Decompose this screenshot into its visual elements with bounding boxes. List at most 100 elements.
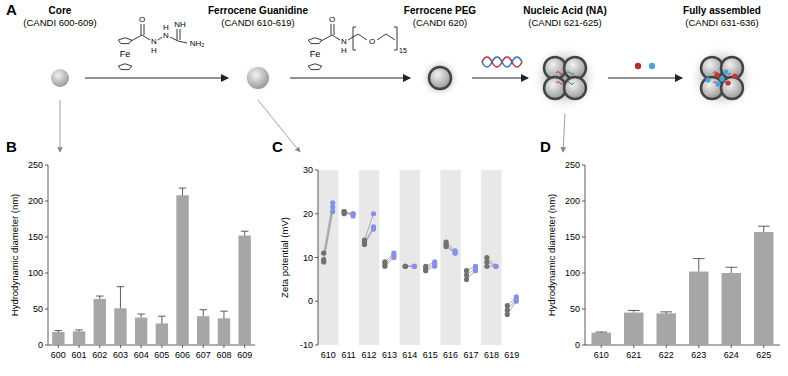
point <box>412 264 417 269</box>
y-tick <box>45 345 48 346</box>
bond <box>394 50 397 51</box>
bond <box>334 24 335 35</box>
bond <box>177 29 178 40</box>
stage-sublabel: (CANDI 600-609) <box>23 17 96 28</box>
y-tick-label: 20 <box>303 209 313 219</box>
point <box>493 264 498 269</box>
point <box>423 264 428 269</box>
cluster-particle <box>701 57 723 79</box>
figure: ACore(CANDI 600-609)Ferrocene Guanidine(… <box>0 0 788 376</box>
chart: -100102030Zeta potential (mV)C6106116126… <box>272 138 519 360</box>
x-tick-label: 616 <box>443 350 458 360</box>
y-tick <box>582 273 585 274</box>
cargo-dot <box>723 69 728 74</box>
y-tick-label: 100 <box>28 268 43 278</box>
x-tick-label: 602 <box>92 350 107 360</box>
bond <box>397 27 398 50</box>
error-cap <box>660 311 672 312</box>
cargo-dot <box>719 76 724 81</box>
bond <box>144 24 145 35</box>
y-tick-label: 200 <box>565 196 580 206</box>
y-tick-label: 250 <box>28 160 43 170</box>
error-stem <box>223 311 224 318</box>
cp-ring <box>118 64 131 70</box>
cargo-dot <box>714 72 719 77</box>
dna-strand <box>482 57 522 67</box>
y-tick-label: 150 <box>565 232 580 242</box>
error-bar <box>96 296 103 299</box>
y-tick-label: 30 <box>303 165 313 175</box>
point <box>403 264 408 269</box>
panel-label: D <box>540 138 551 155</box>
chart: 050100150200250Hydrodynamic diameter (nm… <box>6 138 255 360</box>
band-shade <box>440 170 460 345</box>
y-axis-label: Hydrodynamic diameter (nm) <box>9 194 20 316</box>
x-tick-label: 617 <box>463 350 478 360</box>
bar <box>52 332 64 345</box>
error-stem <box>161 316 162 323</box>
x-tick <box>223 345 224 348</box>
bar <box>94 299 106 345</box>
point <box>412 264 417 269</box>
bond <box>332 35 340 40</box>
cargo-dot <box>732 73 737 78</box>
point <box>342 211 347 216</box>
halo <box>420 58 460 98</box>
cargo-dot <box>725 80 730 85</box>
error-cap <box>693 258 705 259</box>
y-tick <box>582 309 585 310</box>
point <box>350 211 355 216</box>
error-cap <box>200 309 207 310</box>
point <box>444 240 449 245</box>
cluster-particle <box>564 57 586 79</box>
stage-sublabel: (CANDI 631-636) <box>685 17 758 28</box>
bar <box>754 232 774 345</box>
error-bar <box>117 287 124 309</box>
point <box>484 255 489 260</box>
cargo-dot <box>635 63 641 69</box>
atom-label: O <box>139 15 145 24</box>
error-cap <box>137 314 144 315</box>
y-axis-label: Zeta potential (mV) <box>279 217 290 298</box>
cluster-particle <box>701 77 723 99</box>
point <box>464 268 469 273</box>
error-stem <box>99 296 100 299</box>
y-tick <box>582 165 585 166</box>
x-tick <box>763 345 764 348</box>
atom-label: NH <box>174 20 186 29</box>
na-strand <box>556 72 564 75</box>
marks <box>52 188 251 345</box>
point <box>391 251 396 256</box>
error-bar <box>137 314 144 318</box>
x-tick-label: 613 <box>382 350 397 360</box>
cp-ring <box>308 38 321 44</box>
pointer-arrow <box>60 100 61 152</box>
x-tick-label: 600 <box>51 350 66 360</box>
x-tick-label: 622 <box>659 350 674 360</box>
error-bar <box>758 226 770 232</box>
y-tick-label: 150 <box>28 232 43 242</box>
bar <box>135 318 147 345</box>
bond <box>358 34 367 40</box>
y-tick-label: 10 <box>303 253 313 263</box>
bond <box>131 35 142 41</box>
bond <box>386 34 395 40</box>
error-cap <box>158 316 165 317</box>
y-tick <box>45 273 48 274</box>
x-tick <box>120 345 121 348</box>
step-arrow <box>472 78 528 79</box>
error-bar <box>628 310 640 312</box>
point <box>403 264 408 269</box>
x-tick-label: 603 <box>113 350 128 360</box>
cluster-particle <box>721 77 743 99</box>
y-tick-label: 250 <box>565 160 580 170</box>
atom-label: Fe <box>310 49 321 59</box>
band-shade <box>481 170 501 345</box>
na-strand <box>566 82 574 85</box>
stage-sublabel: (CANDI 610-619) <box>221 17 294 28</box>
atom-label: 15 <box>399 47 407 54</box>
bond <box>377 34 386 40</box>
x-tick-label: 619 <box>504 350 519 360</box>
x-tick-label: 611 <box>341 350 355 360</box>
error-cap <box>628 310 640 311</box>
